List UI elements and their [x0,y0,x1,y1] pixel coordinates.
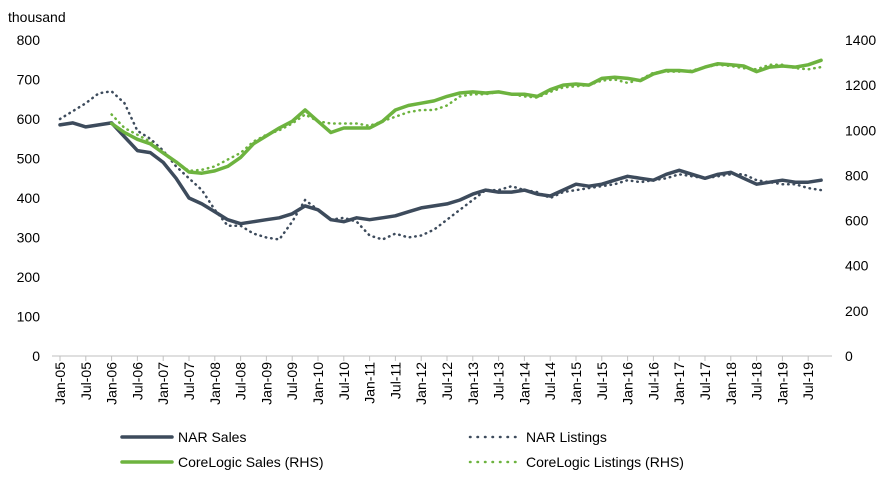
x-tick-label: Jan-14 [516,362,532,405]
x-tick-label: Jan-11 [362,362,378,404]
x-tick-label: Jul-15 [594,362,610,400]
x-tick-label: Jul-07 [181,362,197,400]
x-tick-label: Jul-08 [233,362,249,400]
x-tick-label: Jan-16 [620,362,636,405]
legend-label: NAR Listings [526,429,607,445]
x-tick-label: Jul-11 [387,362,403,399]
y-tick-label: 0 [32,348,40,364]
y2-tick-label: 800 [845,167,869,183]
x-tick-label: Jul-09 [284,362,300,400]
x-tick-label: Jan-15 [568,362,584,405]
y2-tick-label: 200 [845,303,869,319]
y-tick-label: 700 [17,72,41,88]
y-tick-label: 300 [17,230,41,246]
y-tick-label: 400 [17,190,41,206]
series-line [58,121,823,226]
x-tick-label: Jan-17 [671,362,687,405]
y-tick-label: 600 [17,111,41,127]
x-tick-label: Jul-05 [78,362,94,400]
x-tick-label: Jul-14 [542,362,558,400]
x-tick-label: Jul-13 [491,362,507,400]
series-line [58,90,823,241]
y-tick-label: 200 [17,269,41,285]
x-tick-label: Jul-16 [645,362,661,400]
y2-tick-label: 1400 [845,32,876,48]
x-tick-label: Jul-17 [697,362,713,400]
legend-label: CoreLogic Listings (RHS) [526,454,684,470]
y2-tick-label: 1200 [845,77,876,93]
x-tick-label: Jul-19 [800,362,816,400]
x-tick-label: Jan-05 [52,362,68,405]
legend-label: NAR Sales [178,429,246,445]
y-tick-label: 100 [17,309,41,325]
y2-tick-label: 0 [845,348,853,364]
x-tick-label: Jul-06 [129,362,145,400]
x-tick-label: Jan-06 [104,362,120,405]
y-tick-label: 500 [17,151,41,167]
x-tick-label: Jan-08 [207,362,223,405]
x-tick-label: Jan-13 [465,362,481,405]
x-tick-label: Jan-09 [258,362,274,405]
series-line [110,63,823,173]
y2-tick-label: 1000 [845,122,876,138]
series-line [109,58,823,175]
x-tick-label: Jul-12 [439,362,455,400]
legend-label: CoreLogic Sales (RHS) [178,454,324,470]
x-tick-label: Jan-07 [155,362,171,405]
x-tick-label: Jul-10 [336,362,352,400]
x-tick-label: Jan-18 [723,362,739,405]
y-tick-label: 800 [17,32,41,48]
x-tick-label: Jan-10 [310,362,326,405]
x-tick-label: Jul-18 [749,362,765,400]
y2-tick-label: 400 [845,258,869,274]
y2-tick-label: 600 [845,213,869,229]
y-axis-unit: thousand [8,9,66,25]
x-tick-label: Jan-12 [413,362,429,405]
x-tick-label: Jan-19 [774,362,790,405]
